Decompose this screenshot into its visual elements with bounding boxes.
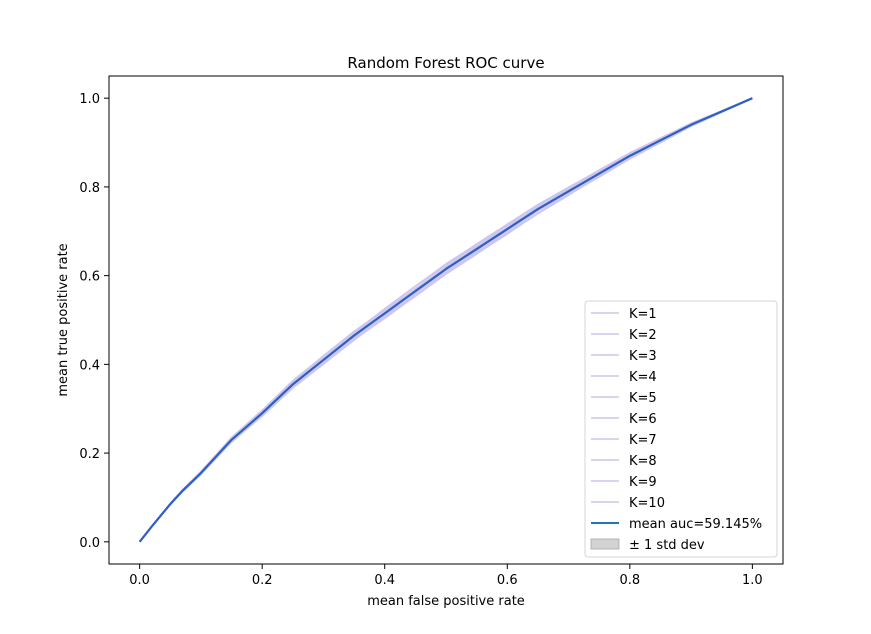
axis-ticks: 0.0 0.2 0.4 0.6 0.8 1.0 0.0 0.2 0.4 0.6 0.8 1.0 bbox=[79, 92, 762, 588]
x-tick-label: 0.8 bbox=[619, 573, 640, 588]
legend-label-k2: K=2 bbox=[629, 328, 657, 343]
legend-box bbox=[584, 300, 778, 558]
legend-label-k8: K=8 bbox=[629, 454, 657, 469]
x-tick-label: 0.0 bbox=[129, 573, 150, 588]
chart-title: Random Forest ROC curve bbox=[347, 54, 544, 72]
y-tick-label: 0.2 bbox=[79, 447, 100, 462]
x-tick-label: 0.4 bbox=[374, 573, 395, 588]
legend-label-k7: K=7 bbox=[629, 433, 657, 448]
axes-frame bbox=[108, 75, 784, 565]
y-axis-label: mean true positive rate bbox=[56, 243, 71, 396]
legend-label-k3: K=3 bbox=[629, 349, 657, 364]
y-tick-label: 0.0 bbox=[79, 536, 100, 551]
legend-label-k9: K=9 bbox=[629, 475, 657, 490]
legend-label-k5: K=5 bbox=[629, 391, 657, 406]
legend: K=1 K=2 K=3 K=4 K=5 K=6 K=7 K=8 K=9 K=10 mean auc=… bbox=[584, 300, 778, 558]
y-tick-label: 0.6 bbox=[79, 270, 100, 285]
plot-area bbox=[138, 97, 753, 543]
y-tick-label: 1.0 bbox=[79, 92, 100, 107]
legend-label-k10: K=10 bbox=[629, 496, 665, 511]
y-tick-label: 0.8 bbox=[79, 181, 100, 196]
legend-label-k6: K=6 bbox=[629, 412, 657, 427]
legend-label-std: ± 1 std dev bbox=[629, 538, 705, 553]
legend-swatch-std bbox=[590, 538, 620, 550]
x-tick-label: 1.0 bbox=[742, 573, 763, 588]
x-axis-label: mean false positive rate bbox=[367, 594, 525, 609]
legend-label-k1: K=1 bbox=[629, 307, 657, 322]
y-tick-label: 0.4 bbox=[79, 358, 100, 373]
x-tick-label: 0.6 bbox=[497, 573, 518, 588]
legend-label-k4: K=4 bbox=[629, 370, 657, 385]
mean-roc-curve bbox=[138, 97, 753, 543]
legend-label-mean: mean auc=59.145% bbox=[629, 517, 762, 532]
x-tick-label: 0.2 bbox=[252, 573, 273, 588]
